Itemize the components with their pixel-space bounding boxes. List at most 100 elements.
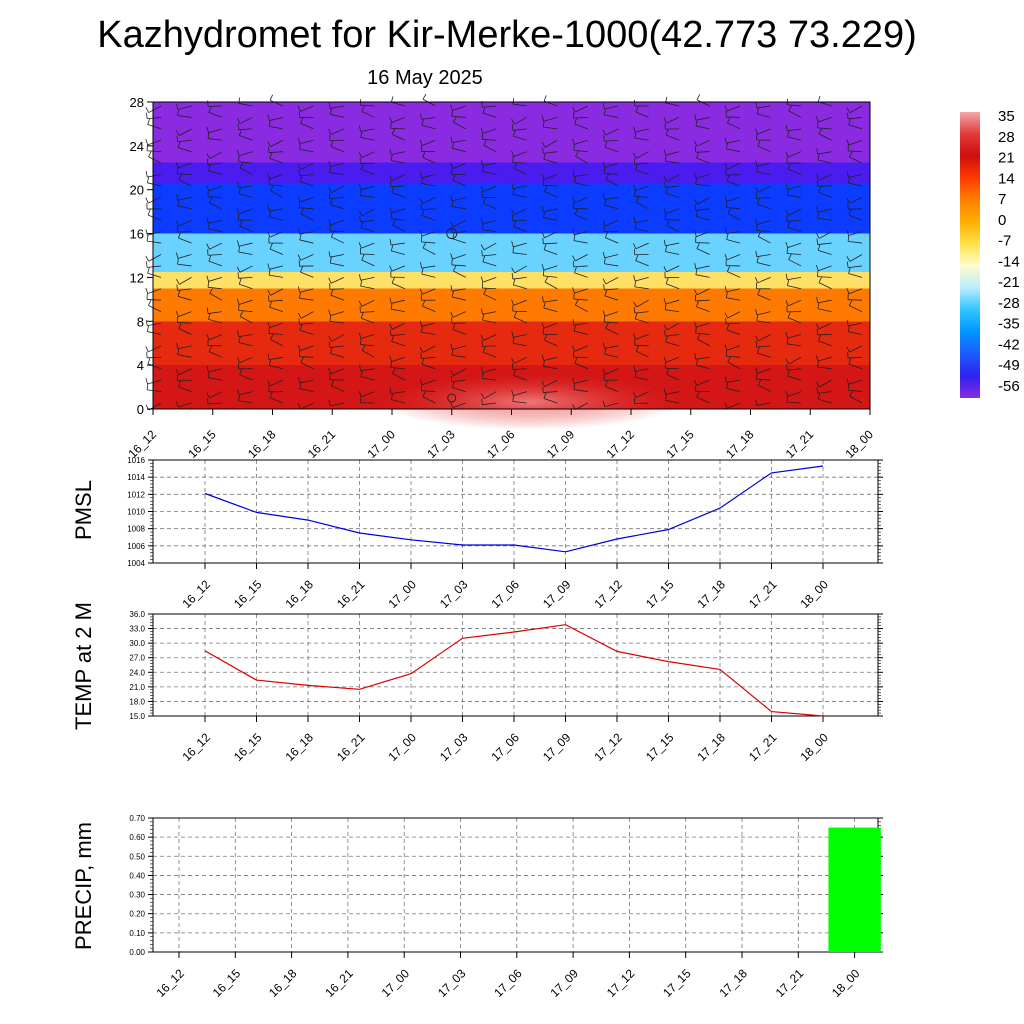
wind-barb-shaft <box>726 206 741 210</box>
wind-barb-flag <box>239 310 244 317</box>
wind-barb-shaft <box>635 276 649 282</box>
wind-barb-shaft <box>422 396 436 404</box>
wind-barb-shaft <box>208 276 223 282</box>
wind-barb-flag <box>754 128 758 135</box>
wind-barb-shaft <box>300 402 314 410</box>
wind-barb-shaft <box>421 331 436 335</box>
wind-barb-shaft <box>239 135 253 141</box>
wind-barb-shaft <box>391 101 405 107</box>
wind-barb-shaft <box>209 391 223 399</box>
wind-barb-shaft <box>544 231 558 239</box>
wind-barb <box>697 333 710 347</box>
wind-barb-flag <box>633 158 636 165</box>
wind-barb-flag <box>541 205 544 212</box>
wind-barb <box>602 251 619 259</box>
wind-barb-flag <box>206 307 209 314</box>
wind-barb-shaft <box>331 236 345 244</box>
wind-barb <box>786 215 802 222</box>
wind-barb-shaft <box>483 391 497 399</box>
wind-barb <box>634 222 649 233</box>
wind-barb <box>452 265 466 278</box>
wind-barb-shaft <box>605 128 619 136</box>
colorbar-label: 21 <box>998 150 1015 167</box>
wind-barb-flag <box>787 279 790 286</box>
wind-barb-flag <box>236 298 240 305</box>
wind-barb-flag <box>176 278 180 285</box>
wind-barb <box>635 106 649 118</box>
wind-barb <box>328 334 345 342</box>
wind-barb-flag <box>603 283 605 291</box>
wind-barb <box>145 170 162 178</box>
x-tick-label: 17_06 <box>488 577 522 611</box>
wind-barb-flag <box>512 98 515 105</box>
wind-barb-flag <box>572 319 575 326</box>
wind-barb-shaft <box>421 117 436 120</box>
wind-barb <box>481 133 497 141</box>
wind-barb-shaft <box>209 202 223 210</box>
wind-barb-flag <box>451 291 454 298</box>
wind-barb-flag <box>817 361 819 368</box>
wind-barb-shaft <box>390 242 405 246</box>
y-tick-label: 0.50 <box>129 852 145 861</box>
x-tick-label: 17_06 <box>488 730 522 764</box>
wind-barb-shaft <box>391 133 405 141</box>
wind-barb <box>420 384 436 392</box>
wind-barb-shaft <box>513 208 527 216</box>
wind-barb-flag <box>421 268 424 275</box>
wind-barb-shaft <box>208 368 223 373</box>
wind-barb-flag <box>544 276 549 283</box>
wind-barb-shaft <box>452 296 466 301</box>
wind-barb-shaft <box>209 351 223 358</box>
wind-barb-flag <box>603 193 605 200</box>
wind-barb-shaft <box>148 197 162 204</box>
wind-barb-shaft <box>544 281 558 290</box>
wind-barb-flag <box>696 242 700 249</box>
wind-barb-flag <box>603 257 606 264</box>
wind-barb-flag <box>300 266 304 273</box>
wind-barb-flag <box>846 107 851 113</box>
wind-barb-shaft <box>330 353 344 358</box>
wind-barb <box>512 246 527 255</box>
wind-barb-shaft <box>269 322 284 328</box>
wind-barb-flag <box>268 295 270 302</box>
wind-barb-flag <box>268 359 272 366</box>
wind-barb <box>450 226 466 234</box>
wind-barb-flag <box>148 299 152 306</box>
wind-barb <box>816 387 832 394</box>
y-tick-label: 0.10 <box>129 929 145 938</box>
wind-barb-shaft <box>147 389 162 392</box>
x-tick-label: 16_15 <box>210 966 244 1000</box>
wind-barb-shaft <box>330 219 345 226</box>
wind-barb-flag <box>512 130 516 137</box>
wind-barbs <box>145 93 863 411</box>
wind-barb-shaft <box>604 311 619 317</box>
wind-barb <box>816 328 832 336</box>
wind-barb <box>239 162 253 175</box>
wind-barb <box>817 393 832 404</box>
wind-barb-shaft <box>177 354 192 358</box>
wind-barb <box>238 187 253 198</box>
wind-barb-shaft <box>787 194 802 198</box>
wind-barb <box>451 317 466 324</box>
wind-barb-shaft <box>666 225 680 233</box>
wind-barb <box>481 159 497 166</box>
wind-barb <box>176 135 192 143</box>
wind-barb <box>635 254 649 267</box>
wind-barb-flag <box>480 393 485 399</box>
wind-barb-shaft <box>787 368 802 371</box>
wind-barb-flag <box>145 107 149 113</box>
wind-barb-shaft <box>817 208 832 213</box>
wind-barb-flag <box>175 369 180 376</box>
wind-barb-flag <box>269 301 272 308</box>
wind-barb-flag <box>146 112 148 119</box>
wind-barb-shaft <box>787 317 802 324</box>
wind-barb <box>175 368 192 376</box>
wind-barb-flag <box>206 365 209 372</box>
wind-barb-flag <box>541 141 546 148</box>
wind-barb-flag <box>634 371 637 378</box>
wind-barb-shaft <box>331 276 345 284</box>
wind-barb <box>328 341 344 348</box>
wind-barb-flag <box>267 173 270 179</box>
wind-barb-shaft <box>726 239 741 244</box>
wind-barb <box>450 104 466 111</box>
